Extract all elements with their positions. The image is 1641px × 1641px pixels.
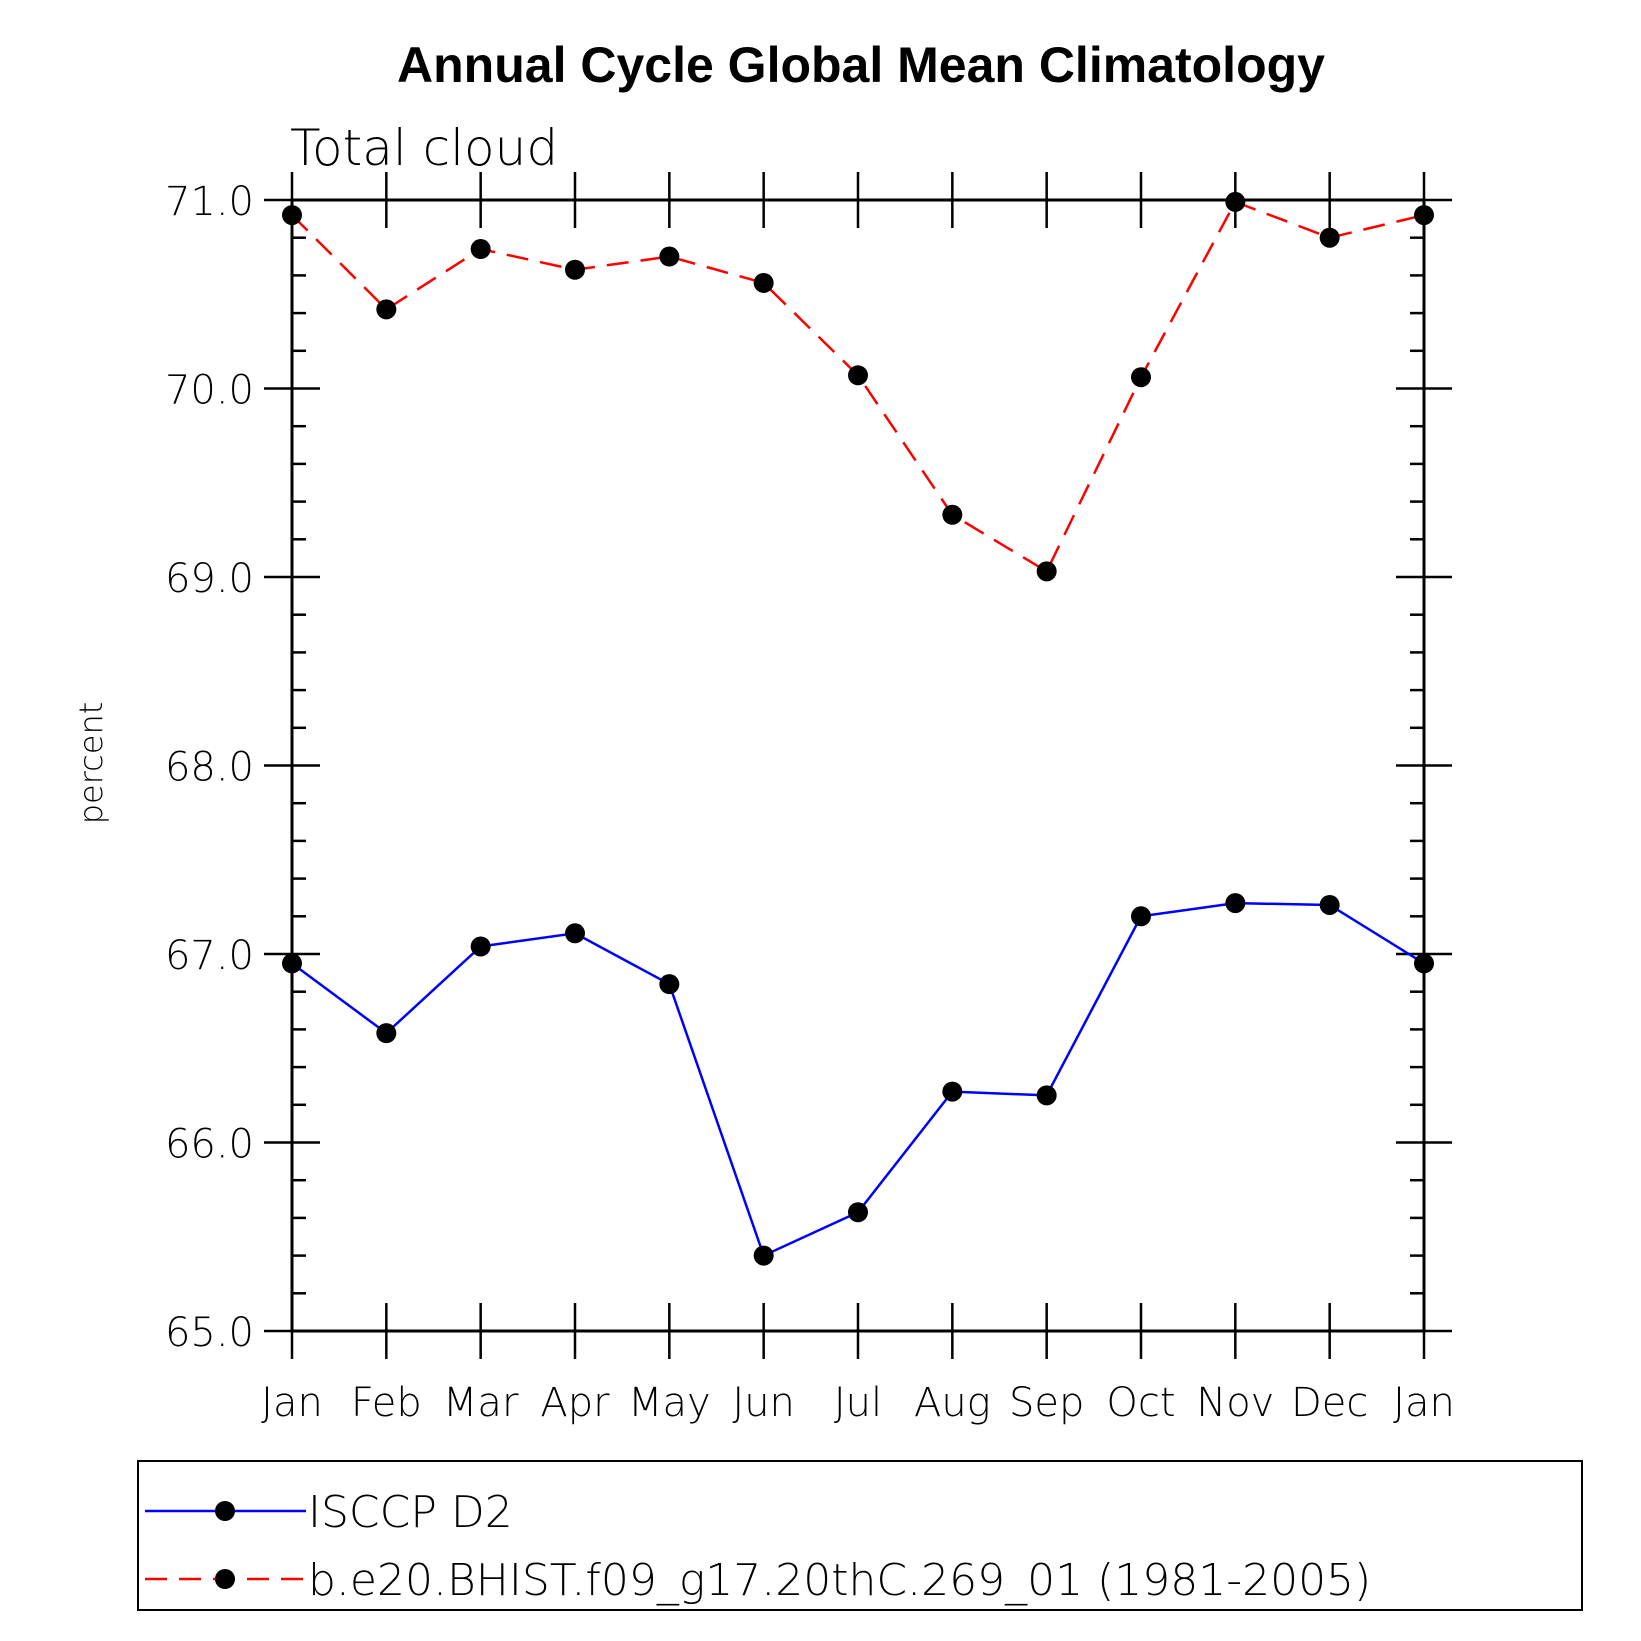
data-point — [753, 272, 774, 293]
x-tick-label: Mar — [443, 1380, 519, 1426]
y-tick-label: 67.0 — [165, 933, 254, 979]
legend-label: ISCCP D2 — [308, 1487, 513, 1538]
data-point — [470, 936, 491, 957]
x-tick-label: Jan — [261, 1380, 323, 1426]
x-tick-label: Jan — [1393, 1380, 1455, 1426]
x-tick-label: Jun — [732, 1380, 795, 1426]
y-tick-label: 71.0 — [165, 179, 254, 225]
data-point — [565, 259, 585, 280]
y-axis-label: percent — [72, 702, 110, 825]
legend: ISCCP D2 b.e20.BHIST.f09_g17.20thC.269_01… — [137, 1460, 1583, 1611]
x-tick-label: Apr — [540, 1380, 610, 1426]
legend-label: b.e20.BHIST.f09_g17.20thC.269_01 (1981-2… — [308, 1555, 1371, 1606]
data-point — [1414, 205, 1434, 226]
y-tick-label: 70.0 — [165, 368, 254, 414]
x-tick-label: Sep — [1009, 1380, 1084, 1426]
y-tick-label: 65.0 — [165, 1310, 254, 1356]
x-tick-label: Jul — [834, 1380, 882, 1426]
data-point — [1036, 561, 1057, 582]
data-point — [376, 1023, 397, 1044]
data-point — [659, 246, 680, 267]
data-point — [1225, 191, 1246, 212]
data-point — [376, 299, 397, 320]
series-line — [291, 200, 1425, 574]
series-2 — [282, 191, 1434, 582]
y-tick-label: 68.0 — [165, 745, 254, 791]
legend-box — [137, 1460, 1583, 1611]
x-tick-label: Oct — [1106, 1380, 1175, 1426]
data-point — [1414, 953, 1434, 974]
series-layer — [282, 191, 1434, 1266]
data-point — [1319, 894, 1340, 915]
series-1 — [282, 893, 1434, 1266]
y-axis: 65.0 66.0 67.0 68.0 69.0 70.0 71.0 — [165, 179, 1452, 1356]
y-tick-label: 69.0 — [165, 556, 254, 602]
data-point — [753, 1245, 774, 1266]
x-tick-label: Feb — [351, 1380, 422, 1426]
data-point — [848, 1202, 868, 1223]
data-point — [1131, 367, 1151, 388]
legend-marker — [215, 1501, 235, 1521]
chart-subtitle: Total cloud — [290, 119, 558, 177]
data-point — [282, 205, 302, 226]
data-point — [942, 504, 963, 525]
x-tick-label: Dec — [1291, 1380, 1368, 1426]
y-tick-label: 66.0 — [165, 1122, 254, 1168]
data-point — [1131, 906, 1151, 927]
chart-title: Annual Cycle Global Mean Climatology — [397, 37, 1325, 93]
data-point — [565, 923, 585, 944]
data-point — [1319, 227, 1340, 248]
x-axis: Jan Feb Mar Apr May Jun Jul Aug Sep Oct Nov Dec Jan — [261, 172, 1455, 1426]
data-point — [282, 953, 302, 974]
data-point — [659, 974, 680, 995]
data-point — [848, 365, 868, 386]
data-point — [942, 1081, 963, 1102]
data-point — [1225, 893, 1246, 914]
x-tick-label: Aug — [914, 1380, 991, 1426]
x-tick-label: May — [628, 1380, 711, 1426]
legend-marker — [215, 1569, 235, 1589]
data-point — [470, 239, 491, 260]
x-tick-label: Nov — [1196, 1380, 1274, 1426]
data-point — [1036, 1085, 1057, 1106]
